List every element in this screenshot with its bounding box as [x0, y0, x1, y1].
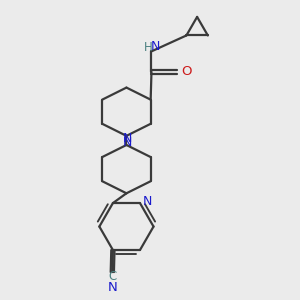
Text: N: N: [107, 281, 117, 294]
Text: O: O: [181, 65, 191, 79]
Text: C: C: [108, 270, 116, 283]
Text: H: H: [144, 41, 152, 54]
Text: N: N: [122, 136, 132, 149]
Text: N: N: [143, 195, 152, 208]
Text: N: N: [122, 132, 132, 145]
Text: N: N: [151, 40, 160, 52]
